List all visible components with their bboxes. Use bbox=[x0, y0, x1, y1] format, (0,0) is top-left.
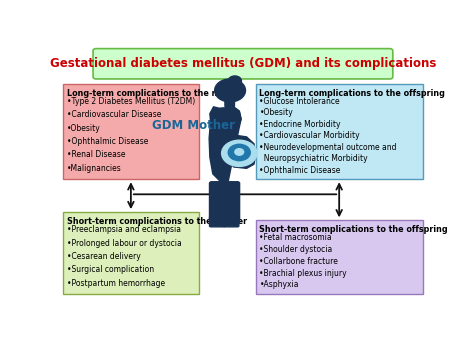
Text: •Prolonged labour or dystocia: •Prolonged labour or dystocia bbox=[66, 239, 182, 247]
Text: GDM Mother: GDM Mother bbox=[152, 120, 235, 132]
Text: •Malignancies: •Malignancies bbox=[66, 164, 121, 173]
Text: •Asphyxia: •Asphyxia bbox=[259, 280, 299, 289]
FancyBboxPatch shape bbox=[63, 84, 199, 179]
Text: •Cardiovascular Morbidity: •Cardiovascular Morbidity bbox=[259, 131, 360, 140]
Text: Gestational diabetes mellitus (GDM) and its complications: Gestational diabetes mellitus (GDM) and … bbox=[50, 58, 436, 70]
Text: Short-term complications to the offspring: Short-term complications to the offsprin… bbox=[259, 225, 448, 234]
FancyBboxPatch shape bbox=[256, 84, 423, 179]
Text: Long-term complications to the mother: Long-term complications to the mother bbox=[66, 88, 244, 98]
Polygon shape bbox=[221, 136, 256, 168]
FancyBboxPatch shape bbox=[225, 100, 235, 106]
Text: •Brachial plexus injury: •Brachial plexus injury bbox=[259, 269, 347, 278]
Text: Short-term complications to the mother: Short-term complications to the mother bbox=[66, 217, 247, 226]
Text: •Ophthalmic Disease: •Ophthalmic Disease bbox=[66, 137, 148, 146]
Text: •Shoulder dystocia: •Shoulder dystocia bbox=[259, 245, 333, 254]
Text: •Cesarean delivery: •Cesarean delivery bbox=[66, 252, 140, 261]
Text: •Fetal macrosomia: •Fetal macrosomia bbox=[259, 233, 332, 242]
Text: •Cardiovascular Disease: •Cardiovascular Disease bbox=[66, 110, 161, 119]
Text: •Renal Disease: •Renal Disease bbox=[66, 151, 125, 159]
Text: •Type 2 Diabetes Mellitus (T2DM): •Type 2 Diabetes Mellitus (T2DM) bbox=[66, 97, 195, 106]
Circle shape bbox=[228, 76, 241, 86]
Polygon shape bbox=[209, 111, 241, 185]
Circle shape bbox=[222, 140, 257, 166]
Circle shape bbox=[235, 149, 244, 155]
FancyBboxPatch shape bbox=[210, 182, 226, 222]
FancyBboxPatch shape bbox=[210, 217, 225, 227]
Text: •Obesity: •Obesity bbox=[66, 124, 100, 133]
Text: •Neurodevelopmental outcome and: •Neurodevelopmental outcome and bbox=[259, 143, 397, 152]
Text: •Collarbone fracture: •Collarbone fracture bbox=[259, 257, 338, 266]
Circle shape bbox=[215, 79, 246, 102]
Text: •Ophthalmic Disease: •Ophthalmic Disease bbox=[259, 166, 341, 175]
Text: •Obesity: •Obesity bbox=[259, 108, 293, 117]
Text: •Endocrine Morbidity: •Endocrine Morbidity bbox=[259, 120, 341, 129]
Text: •Preeclampsia and eclampsia: •Preeclampsia and eclampsia bbox=[66, 225, 181, 234]
Text: Neuropsychiatric Morbidity: Neuropsychiatric Morbidity bbox=[259, 154, 368, 163]
FancyBboxPatch shape bbox=[223, 217, 239, 227]
FancyBboxPatch shape bbox=[63, 212, 199, 294]
FancyBboxPatch shape bbox=[223, 182, 240, 222]
Text: •Postpartum hemorrhage: •Postpartum hemorrhage bbox=[66, 279, 165, 288]
Polygon shape bbox=[210, 107, 241, 128]
FancyBboxPatch shape bbox=[256, 220, 423, 294]
Circle shape bbox=[228, 144, 250, 161]
FancyBboxPatch shape bbox=[93, 49, 393, 79]
Text: Long-term complications to the offspring: Long-term complications to the offspring bbox=[259, 88, 446, 98]
Text: •Glucose Intolerance: •Glucose Intolerance bbox=[259, 97, 340, 106]
Text: •Surgical complication: •Surgical complication bbox=[66, 266, 154, 274]
